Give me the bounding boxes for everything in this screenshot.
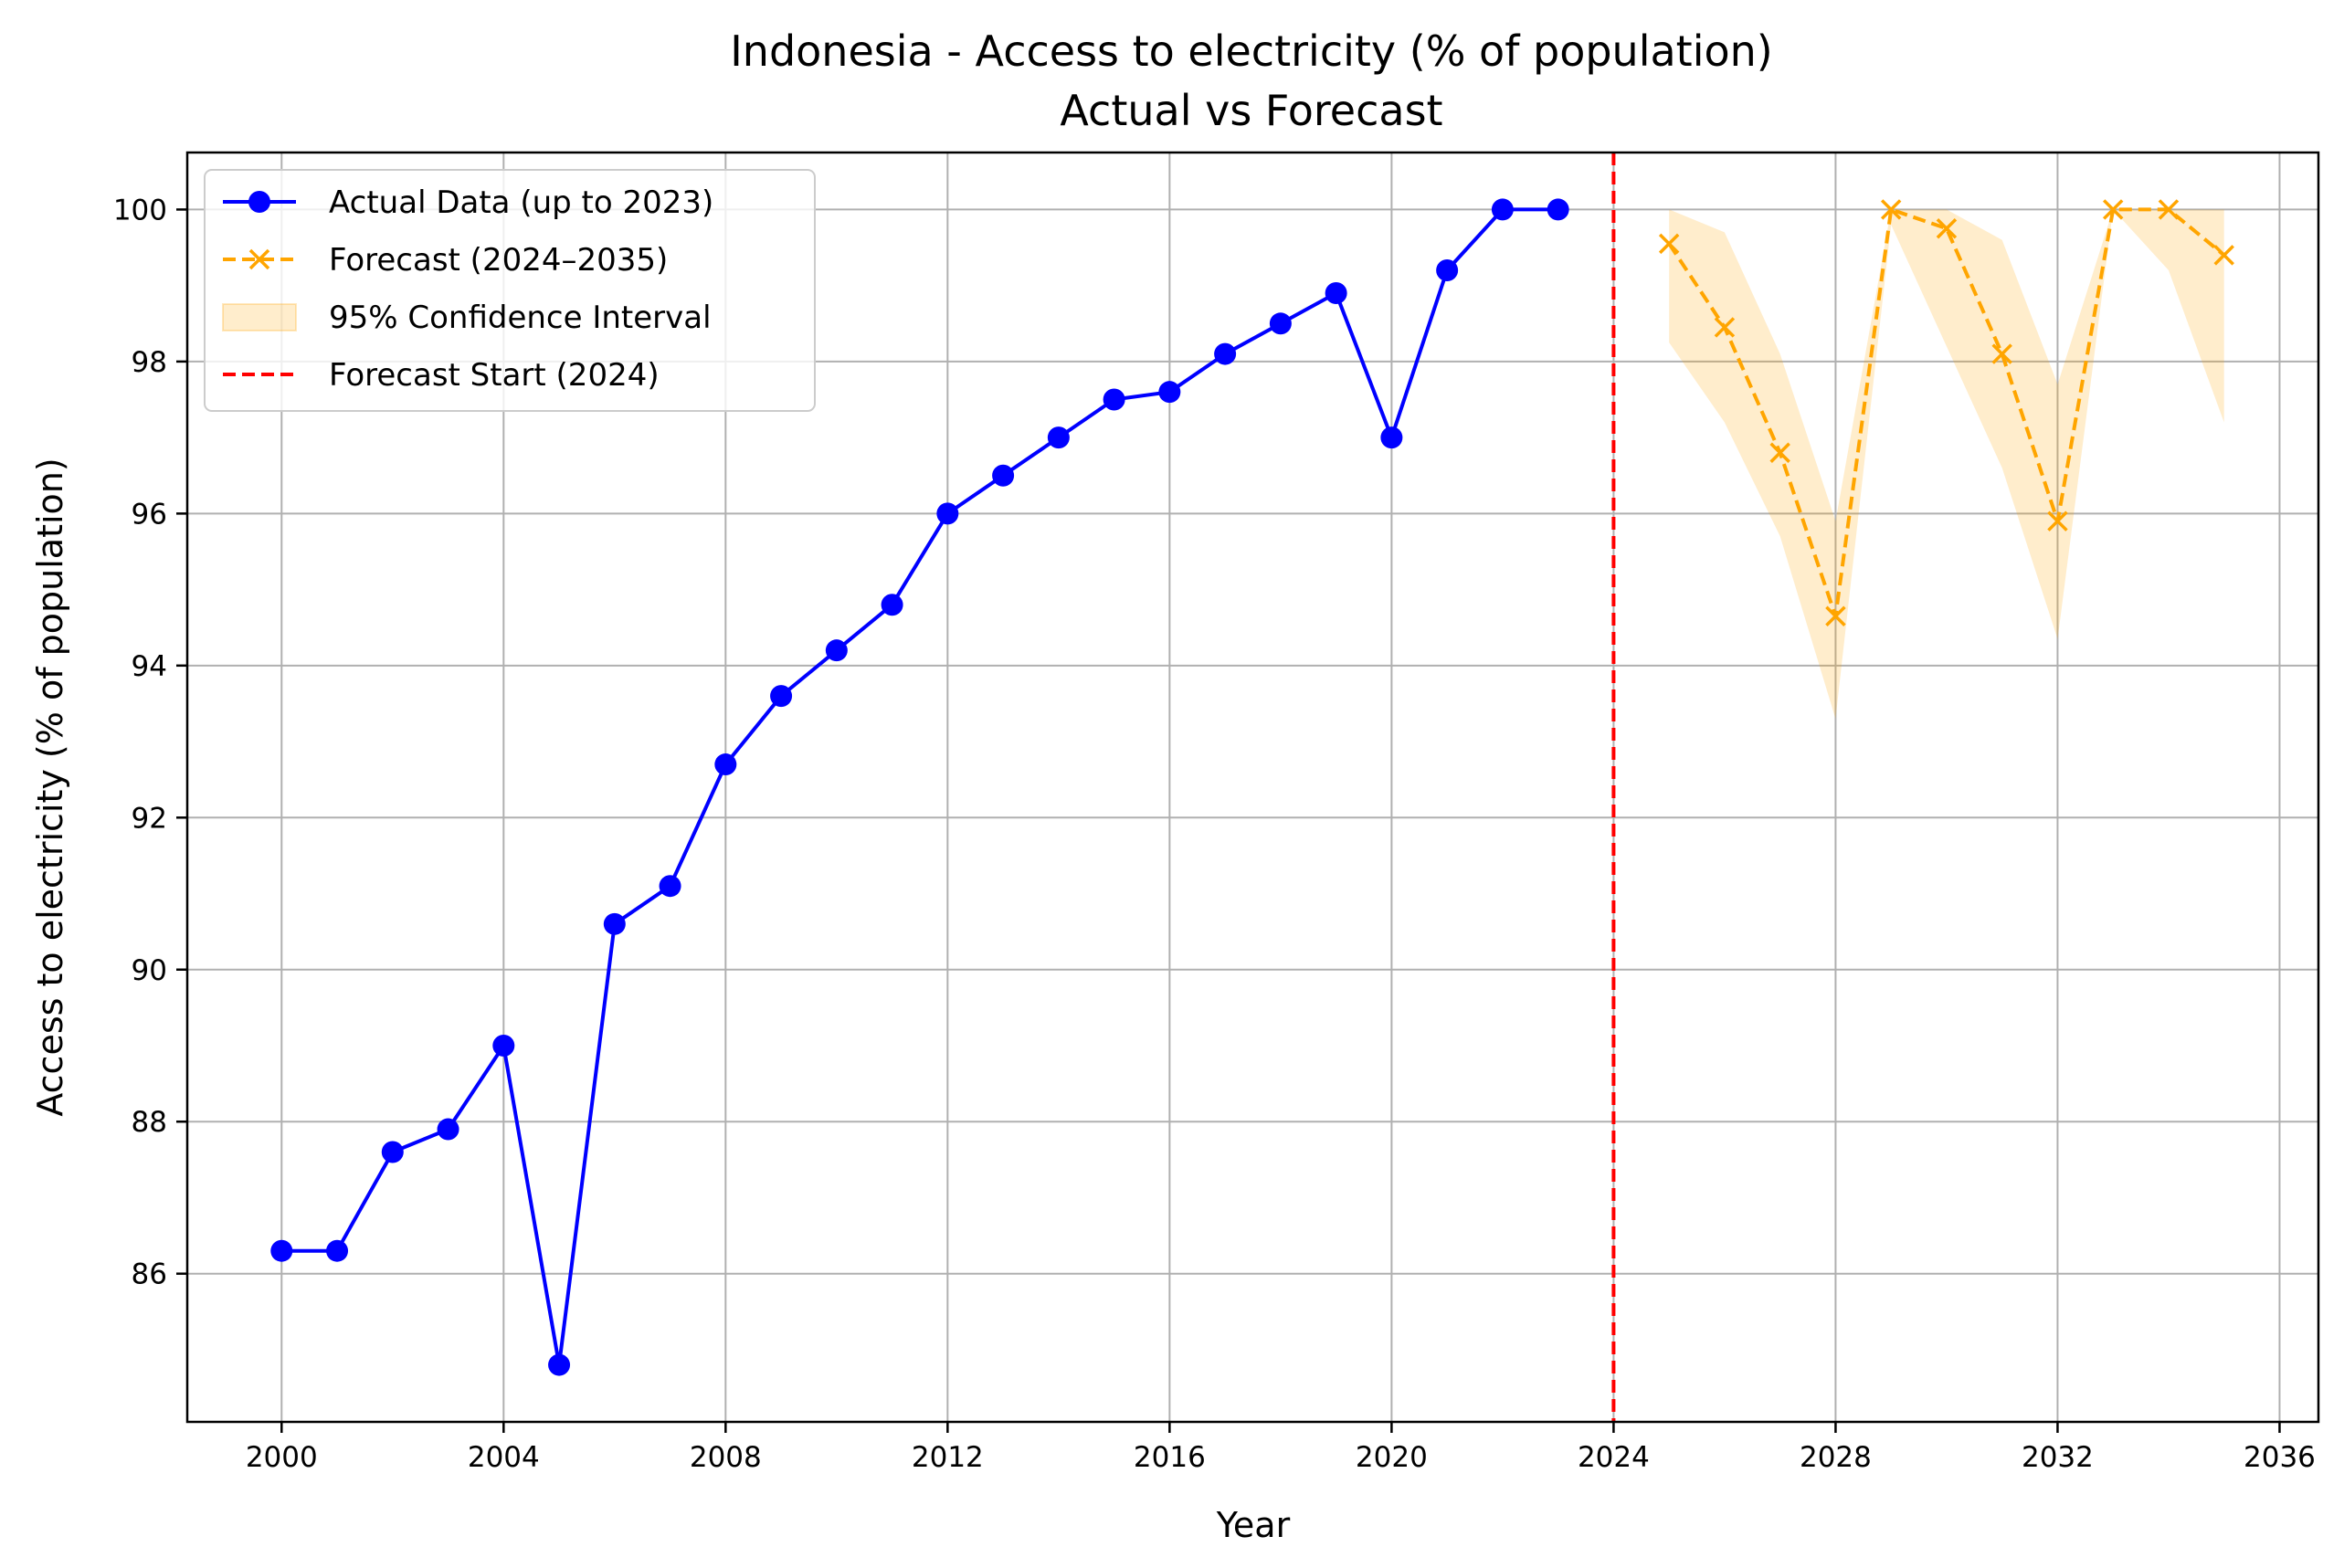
legend-ci-label: 95% Confidence Interval (329, 300, 712, 336)
x-tick-label: 2032 (2022, 1441, 2094, 1474)
legend-ci-patch (222, 303, 297, 331)
actual-data-point (548, 1353, 571, 1376)
forecast-data-point (1991, 343, 2012, 364)
actual-data-point (270, 1239, 293, 1262)
actual-data-point (1380, 426, 1403, 449)
legend-box (204, 169, 816, 412)
x-tick-label: 2000 (246, 1441, 318, 1474)
forecast-data-point (2213, 245, 2234, 266)
legend-actual-label: Actual Data (up to 2023) (329, 184, 713, 221)
actual-data-point (1547, 198, 1569, 221)
forecast-data-point (1714, 317, 1736, 338)
forecast-data-point (2158, 199, 2180, 220)
actual-data-point (1491, 198, 1514, 221)
forecast-data-point (1880, 199, 1902, 220)
forecast-data-point (1769, 442, 1790, 464)
legend-item-actual: Actual Data (up to 2023) (223, 184, 713, 221)
y-axis-ticks: 86 88 90 92 94 96 98 100 (113, 194, 187, 1291)
forecast-data-point (1658, 233, 1680, 255)
y-axis-label: Access to electricity (% of population) (30, 458, 70, 1116)
actual-series-line (281, 207, 1558, 1367)
x-axis-label: Year (1216, 1505, 1291, 1545)
y-tick-label: 88 (132, 1106, 167, 1139)
x-tick-label: 2028 (1800, 1441, 1872, 1474)
x-axis-ticks: 2000 2004 2008 2012 2016 2020 2024 2028 2032 2036 (246, 1422, 2316, 1474)
y-tick-label: 92 (132, 802, 167, 835)
legend-actual-marker (248, 191, 270, 213)
x-tick-label: 2008 (690, 1441, 762, 1474)
forecast-data-point (2102, 199, 2124, 220)
actual-data-point (1325, 281, 1347, 304)
x-tick-label: 2020 (1356, 1441, 1428, 1474)
x-tick-label: 2036 (2244, 1441, 2316, 1474)
x-tick-label: 2016 (1134, 1441, 1206, 1474)
actual-data-point (326, 1239, 349, 1262)
actual-data-point (936, 502, 959, 525)
y-tick-label: 86 (132, 1258, 167, 1291)
x-tick-label: 2004 (468, 1441, 540, 1474)
forecast-series-line (1667, 207, 2225, 618)
chart-title: Indonesia - Access to electricity (% of … (730, 26, 1773, 76)
chart-subtitle: Actual vs Forecast (1060, 86, 1442, 135)
actual-data-point (1436, 259, 1459, 282)
actual-data-point (437, 1118, 459, 1141)
forecast-data-point (1936, 217, 1958, 239)
y-tick-label: 94 (132, 650, 167, 683)
x-tick-label: 2024 (1578, 1441, 1650, 1474)
forecast-data-point (1825, 605, 1846, 626)
actual-data-point (1103, 388, 1125, 411)
actual-data-point (381, 1141, 404, 1163)
legend-forecast-start-label: Forecast Start (2024) (329, 357, 660, 394)
actual-data-point (770, 685, 793, 708)
legend-forecast-marker (248, 248, 270, 270)
legend-item-ci: 95% Confidence Interval (222, 300, 712, 336)
actual-data-point (1158, 381, 1181, 404)
actual-data-point (603, 912, 626, 935)
legend-forecast-label: Forecast (2024–2035) (329, 242, 668, 279)
actual-data-point (1047, 426, 1070, 449)
actual-data-point (1214, 342, 1237, 365)
plot-frame (185, 151, 2320, 1424)
x-tick-label: 2012 (912, 1441, 984, 1474)
legend: Actual Data (up to 2023) Forecast (2024–… (204, 169, 816, 412)
series-layer (270, 198, 2234, 1376)
forecast-data-point (2047, 510, 2068, 531)
y-tick-label: 90 (132, 954, 167, 987)
actual-data-point (992, 464, 1015, 487)
y-tick-label: 98 (132, 346, 167, 379)
confidence-interval-area (1669, 209, 2224, 720)
legend-item-forecast: Forecast (2024–2035) (223, 242, 668, 279)
actual-data-point (1269, 312, 1292, 335)
actual-data-point (659, 875, 681, 898)
y-tick-label: 100 (113, 194, 167, 226)
legend-item-forecast-start: Forecast Start (2024) (223, 357, 660, 394)
actual-data-point (881, 594, 903, 616)
actual-data-point (825, 639, 848, 662)
confidence-interval-band (1669, 209, 2224, 720)
y-tick-label: 96 (132, 498, 167, 531)
actual-data-point (492, 1034, 515, 1057)
actual-data-point (714, 753, 737, 776)
